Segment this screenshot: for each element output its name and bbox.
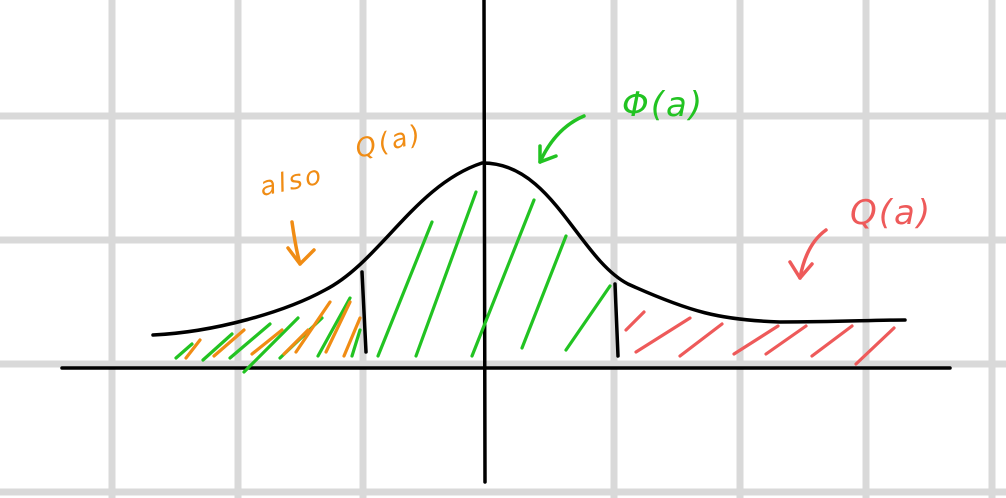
- left-q-arrow: [286, 220, 316, 266]
- left-boundary-line: [360, 270, 368, 354]
- also-label: also: [257, 160, 326, 203]
- phi-arrow: [538, 114, 586, 164]
- left-tail-hatching: [184, 300, 362, 360]
- y-axis: [482, 0, 487, 484]
- bell-curve: [151, 161, 907, 337]
- right-tail-hatching: [624, 310, 896, 366]
- right-boundary-line: [613, 282, 620, 358]
- right-q-arrow: [788, 228, 828, 280]
- right-q-label: Q(a): [850, 193, 932, 233]
- phi-label: Φ(a): [622, 85, 704, 125]
